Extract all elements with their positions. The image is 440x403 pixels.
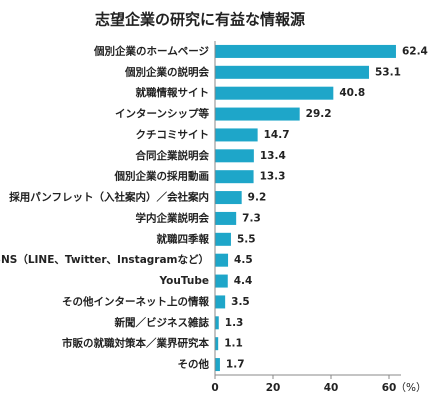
x-tick-label: 20: [266, 382, 281, 394]
x-axis-label: （%）: [396, 382, 427, 394]
value-label: 13.3: [260, 171, 286, 183]
bar: [215, 358, 220, 372]
bar: [215, 295, 226, 309]
bar: [215, 149, 254, 163]
bar: [215, 232, 231, 246]
bar: [215, 253, 229, 267]
bar: [215, 211, 237, 225]
value-label: 13.4: [260, 150, 286, 162]
x-tick-label: 40: [324, 382, 339, 394]
category-label: クチコミサイト: [136, 129, 210, 141]
bar: [215, 274, 228, 288]
category-label: 就職四季報: [157, 232, 210, 245]
category-label: その他: [178, 358, 210, 371]
value-label: 62.4: [402, 45, 428, 57]
bar: [215, 191, 242, 205]
value-label: 1.7: [226, 359, 245, 371]
bar: [215, 337, 219, 351]
category-label: 学内企業説明会: [136, 211, 210, 224]
category-label: SNS（LINE、Twitter、Instagramなど）: [0, 253, 209, 266]
value-label: 4.5: [234, 254, 253, 266]
bar: [215, 170, 254, 184]
x-tick-label: 0: [211, 382, 218, 394]
category-label: 個別企業のホームページ: [93, 44, 209, 57]
value-label: 5.5: [237, 233, 256, 245]
value-label: 40.8: [339, 87, 365, 99]
value-label: 3.5: [231, 296, 250, 308]
value-label: 1.3: [225, 317, 244, 329]
value-label: 1.1: [224, 338, 243, 350]
category-label: 個別企業の説明会: [124, 65, 209, 78]
category-label: 新聞／ビジネス雑誌: [115, 316, 210, 329]
category-label: 採用パンフレット（入社案内）／会社案内: [9, 191, 209, 204]
value-label: 14.7: [264, 129, 290, 141]
category-label: 個別企業の採用動画: [114, 170, 210, 183]
value-label: 9.2: [248, 192, 267, 204]
value-label: 53.1: [375, 66, 401, 78]
category-label: 市販の就職対策本／業界研究本: [62, 337, 209, 350]
bar: [215, 44, 396, 58]
category-label: 就職情報サイト: [136, 86, 210, 99]
category-label: 合同企業説明会: [135, 149, 210, 162]
value-label: 7.3: [242, 212, 261, 224]
category-label: その他インターネット上の情報: [62, 295, 209, 308]
chart-title: 志望企業の研究に有益な情報源: [95, 11, 305, 29]
category-label: インターンシップ等: [115, 107, 209, 120]
value-label: 29.2: [306, 108, 332, 120]
bar: [215, 65, 369, 79]
x-tick-label: 60: [382, 382, 397, 394]
bar: [215, 128, 258, 142]
bar: [215, 86, 334, 100]
bar: [215, 316, 219, 330]
category-label: YouTube: [159, 275, 209, 287]
bar: [215, 107, 300, 121]
value-label: 4.4: [234, 275, 253, 287]
